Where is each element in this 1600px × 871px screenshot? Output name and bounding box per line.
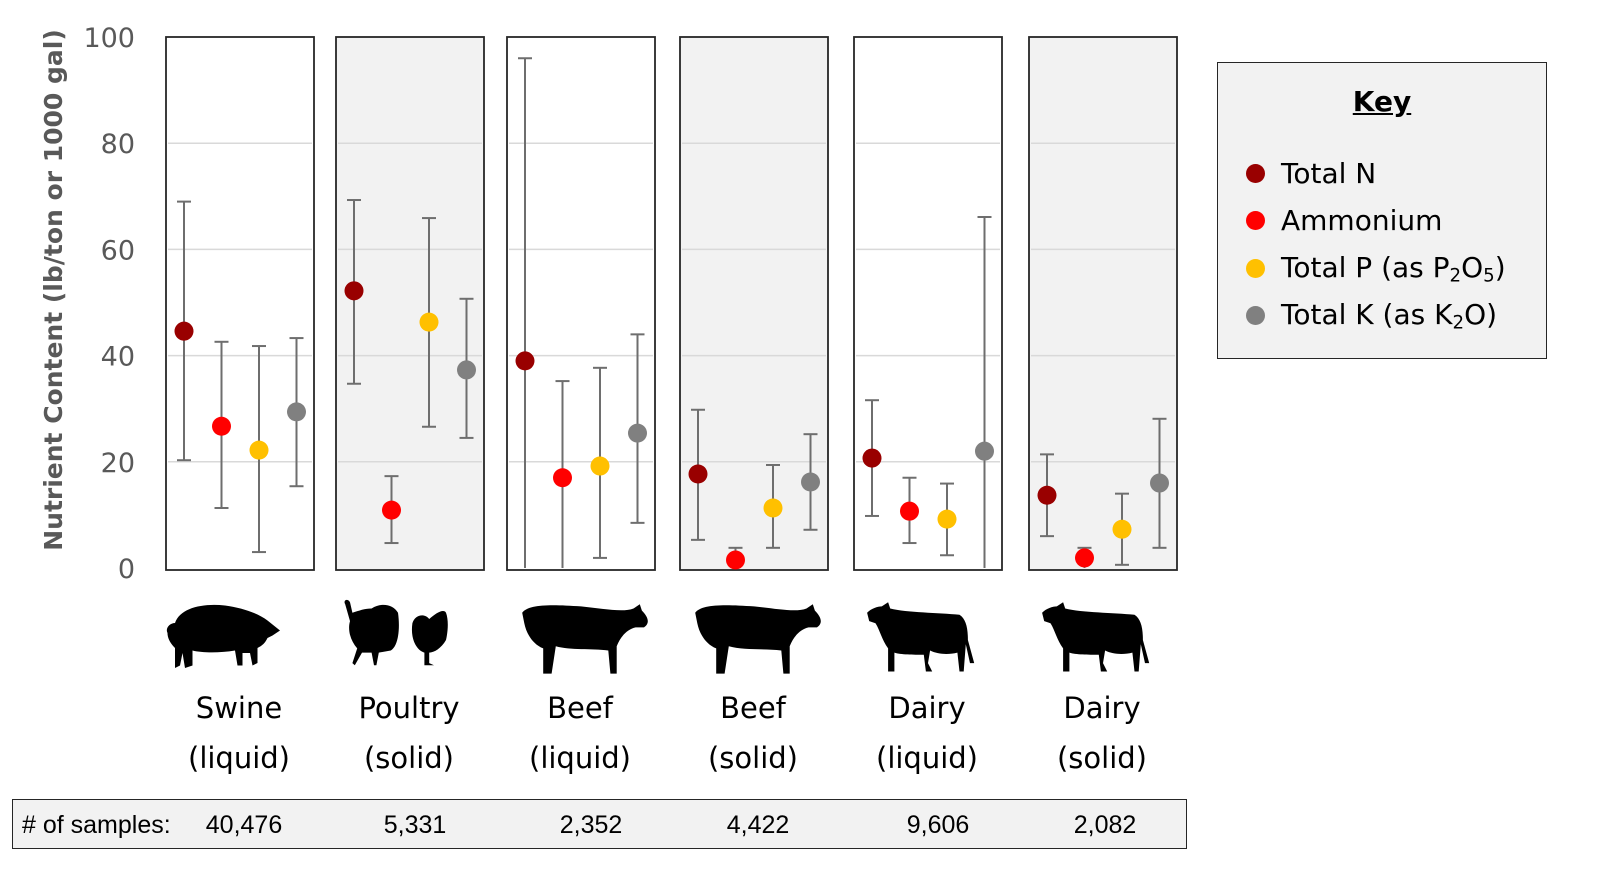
data-point [937, 509, 957, 529]
legend-label: Ammonium [1281, 204, 1443, 237]
category-form: (liquid) [529, 741, 631, 775]
panel-poultry-solid [335, 36, 485, 571]
panel-beef-solid [679, 36, 829, 571]
beef-cow-icon [522, 604, 648, 674]
data-point [688, 464, 708, 484]
dairy-cow-icon [1042, 602, 1150, 672]
beef-cow-icon [695, 604, 821, 674]
pig-icon [166, 604, 280, 668]
data-point [249, 440, 269, 460]
legend-label: Total K (as K2O) [1281, 298, 1498, 334]
dairy-cow-icon [867, 602, 975, 672]
data-point [212, 416, 231, 436]
panel-background [854, 37, 1002, 570]
legend-label: Total P (as P2O5) [1281, 251, 1506, 287]
data-point [900, 501, 919, 521]
samples-value: 2,082 [1073, 811, 1137, 839]
data-point [1112, 519, 1132, 539]
legend-dot-icon [1246, 259, 1265, 279]
data-point [419, 312, 439, 332]
animal-silhouettes [166, 599, 1150, 674]
category-name: Swine [196, 691, 282, 725]
category-name: Dairy [888, 691, 965, 725]
category-form: (liquid) [876, 741, 978, 775]
y-tick-label: 100 [83, 23, 135, 54]
samples-value: 2,352 [559, 811, 623, 839]
panel-border [679, 36, 829, 571]
data-point [1150, 473, 1169, 493]
dairy-cow-icon [1042, 602, 1150, 672]
pig-icon [166, 604, 280, 668]
data-point [862, 448, 882, 468]
samples-table: # of samples: 40,476 5,331 2,352 4,422 9… [12, 799, 1187, 849]
data-point [763, 498, 783, 518]
category-name: Beef [720, 691, 787, 725]
panel-background [336, 37, 484, 570]
samples-label: # of samples: [22, 811, 171, 839]
legend-dot-icon [1246, 164, 1265, 183]
legend-item-total-k: Total K (as K2O) [1246, 298, 1497, 334]
category-name: Dairy [1063, 691, 1140, 725]
legend-item-total-p: Total P (as P2O5) [1246, 251, 1506, 287]
legend-label: Total N [1281, 157, 1377, 190]
samples-value: 9,606 [906, 811, 970, 839]
panel-border [335, 36, 485, 571]
panel-background [507, 37, 655, 570]
data-point [1075, 548, 1094, 568]
beef-cow-icon [695, 604, 821, 674]
y-tick-label: 60 [101, 235, 135, 266]
legend-title: Key [1352, 85, 1412, 118]
panel-border [1028, 36, 1178, 571]
y-tick-label: 20 [101, 448, 135, 479]
category-form: (liquid) [188, 741, 290, 775]
y-tick-label: 80 [101, 129, 135, 160]
legend-item-total-n: Total N [1246, 157, 1376, 190]
data-point [1037, 485, 1057, 505]
panel-border [853, 36, 1003, 571]
panel-border [165, 36, 315, 571]
category-labels: Swine (liquid) Poultry (solid) Beef (liquid) B… [188, 691, 1147, 775]
legend: Key Total N Ammonium Total P (as P2O5) T… [1217, 62, 1547, 359]
panel-dairy-liquid [853, 36, 1003, 571]
data-point [628, 423, 647, 443]
category-form: (solid) [364, 741, 454, 775]
data-point [174, 321, 194, 341]
data-point [590, 456, 610, 476]
data-point [457, 360, 476, 380]
data-point [287, 402, 306, 422]
data-point [975, 441, 994, 461]
beef-cow-icon [522, 604, 648, 674]
poultry-icon [344, 599, 448, 666]
category-name: Beef [547, 691, 614, 725]
category-form: (solid) [708, 741, 798, 775]
data-point [726, 550, 745, 570]
y-tick-label: 40 [101, 342, 135, 373]
y-axis-label: Nutrient Content (lb/ton or 1000 gal) [39, 29, 68, 551]
data-point [801, 472, 820, 492]
legend-dot-icon [1246, 306, 1265, 326]
data-point [553, 468, 572, 488]
data-point [344, 281, 364, 301]
panel-beef-liquid [506, 36, 656, 571]
legend-dot-icon [1246, 211, 1265, 230]
poultry-icon [344, 599, 448, 666]
panel-dairy-solid [1028, 36, 1178, 571]
panel-border [506, 36, 656, 571]
panels [165, 36, 1178, 571]
y-axis: 0 20 40 60 80 100 [83, 23, 135, 585]
samples-value: 40,476 [205, 811, 283, 839]
legend-item-ammonium: Ammonium [1246, 204, 1442, 237]
samples-value: 4,422 [726, 811, 790, 839]
data-point [515, 351, 535, 371]
data-point [382, 500, 401, 520]
dairy-cow-icon [867, 602, 975, 672]
y-tick-label: 0 [118, 554, 135, 585]
category-name: Poultry [358, 691, 459, 725]
samples-value: 5,331 [383, 811, 447, 839]
panel-swine-liquid [165, 36, 315, 571]
category-form: (solid) [1057, 741, 1147, 775]
panel-background [166, 37, 314, 570]
